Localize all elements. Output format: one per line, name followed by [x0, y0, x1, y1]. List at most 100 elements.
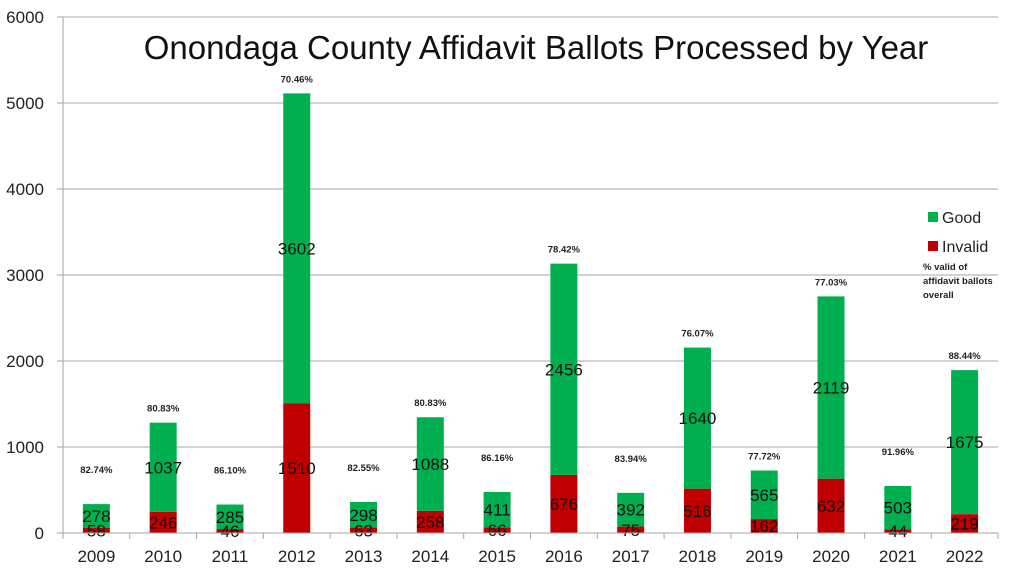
data-label-invalid: 516 — [683, 502, 711, 521]
bar-segment-good — [149, 422, 177, 512]
percent-valid-label: 82.55% — [347, 463, 380, 474]
bar-segment-invalid — [884, 529, 912, 533]
data-label-invalid: 632 — [817, 497, 845, 516]
y-tick-label: 1000 — [6, 438, 44, 457]
x-tick-label: 2016 — [545, 547, 583, 566]
x-tick-label: 2010 — [144, 547, 182, 566]
bar-segment-good — [951, 370, 979, 515]
data-label-invalid: 246 — [149, 513, 177, 532]
data-label-good: 285 — [216, 508, 244, 527]
data-label-good: 298 — [349, 506, 377, 525]
data-label-invalid: 46 — [221, 522, 240, 541]
bar-segment-invalid — [149, 511, 177, 533]
data-label-invalid: 63 — [354, 521, 373, 540]
legend-note-line-1: % valid of — [923, 262, 968, 273]
bar-segment-good — [750, 470, 778, 520]
percent-valid-label: 80.83% — [147, 404, 180, 415]
legend-note-line-3: overall — [923, 290, 954, 301]
bar-segment-good — [216, 504, 244, 530]
x-tick-label: 2014 — [411, 547, 449, 566]
data-label-invalid: 219 — [950, 515, 978, 534]
data-label-good: 392 — [616, 501, 644, 520]
data-label-invalid: 58 — [87, 522, 106, 541]
y-tick-label: 4000 — [6, 180, 44, 199]
x-tick-label: 2015 — [478, 547, 516, 566]
bar-segment-good — [416, 417, 444, 511]
legend-label-invalid: Invalid — [942, 239, 988, 256]
percent-valid-label: 86.16% — [481, 453, 514, 464]
bar-segment-invalid — [550, 474, 578, 533]
x-tick-label: 2011 — [212, 547, 249, 566]
data-label-invalid: 1510 — [278, 459, 316, 478]
bar-segment-invalid — [617, 526, 645, 533]
percent-valid-label: 80.83% — [414, 398, 447, 409]
percent-valid-label: 70.46% — [281, 74, 314, 85]
data-label-good: 565 — [750, 486, 778, 505]
data-label-invalid: 75 — [621, 521, 640, 540]
legend-swatch-invalid — [928, 241, 938, 251]
data-label-good: 1640 — [679, 409, 717, 428]
data-label-good: 278 — [82, 507, 110, 526]
bar-segment-invalid — [951, 514, 979, 533]
percent-valid-label: 78.42% — [548, 245, 581, 256]
bar-segment-invalid — [483, 527, 511, 533]
bar-segment-invalid — [216, 529, 244, 533]
data-label-invalid: 162 — [750, 517, 778, 536]
data-label-good: 1088 — [411, 455, 449, 474]
bar-segment-good — [483, 491, 511, 528]
data-label-good: 3602 — [278, 239, 316, 258]
bar-segment-invalid — [750, 519, 778, 533]
data-label-good: 1037 — [144, 458, 182, 477]
y-tick-label: 3000 — [6, 266, 44, 285]
data-label-good: 411 — [484, 501, 511, 520]
legend: Good Invalid % valid of affidavit ballot… — [923, 210, 993, 301]
data-label-good: 503 — [884, 499, 912, 518]
bar-segment-good — [283, 93, 311, 404]
percent-valid-label: 88.44% — [948, 351, 981, 362]
percent-valid-label: 86.10% — [214, 466, 247, 477]
x-tick-label: 2018 — [679, 547, 717, 566]
bar-segment-invalid — [350, 527, 378, 533]
y-tick-label: 6000 — [6, 8, 44, 27]
legend-note-line-2: affidavit ballots — [923, 276, 993, 287]
x-tick-label: 2012 — [278, 547, 316, 566]
percent-valid-label: 83.94% — [615, 454, 648, 465]
bar-segment-invalid — [817, 478, 845, 533]
data-label-invalid: 676 — [550, 495, 578, 514]
percent-valid-label: 82.74% — [80, 465, 113, 476]
x-tick-label: 2020 — [812, 547, 850, 566]
data-label-invalid: 44 — [888, 522, 907, 541]
bar-segment-good — [617, 492, 645, 527]
bar-segment-good — [550, 263, 578, 475]
gridlines — [57, 16, 998, 448]
y-axis: 0 1000 2000 3000 4000 5000 6000 — [6, 8, 64, 543]
x-tick-label: 2009 — [77, 547, 115, 566]
data-label-good: 2456 — [545, 360, 583, 379]
y-tick-label: 2000 — [6, 352, 44, 371]
bar-segment-invalid — [283, 403, 311, 533]
x-tick-label: 2021 — [879, 547, 917, 566]
data-label-good: 2119 — [813, 379, 850, 398]
legend-label-good: Good — [942, 210, 981, 227]
bar-segment-good — [350, 501, 378, 528]
percent-valid-label: 77.72% — [748, 451, 781, 462]
x-tick-label: 2022 — [946, 547, 984, 566]
bar-segment-invalid — [683, 488, 711, 533]
data-label-invalid: 66 — [488, 521, 507, 540]
y-tick-label: 0 — [35, 524, 44, 543]
bar-segment-good — [817, 296, 845, 479]
y-tick-label: 5000 — [6, 94, 44, 113]
chart-title: Onondaga County Affidavit Ballots Proces… — [144, 29, 929, 66]
data-label-good: 1675 — [946, 433, 984, 452]
x-tick-label: 2013 — [345, 547, 383, 566]
bar-segment-invalid — [416, 510, 444, 533]
percent-valid-label: 91.96% — [882, 447, 915, 458]
bar-segment-good — [82, 504, 110, 529]
x-tick-label: 2017 — [612, 547, 650, 566]
percent-valid-label: 76.07% — [681, 329, 714, 340]
data-label-invalid: 258 — [416, 513, 444, 532]
legend-swatch-good — [928, 212, 938, 222]
x-axis: 2009 2010 2011 2012 2013 2014 2015 2016 2017 2018… — [57, 532, 999, 566]
